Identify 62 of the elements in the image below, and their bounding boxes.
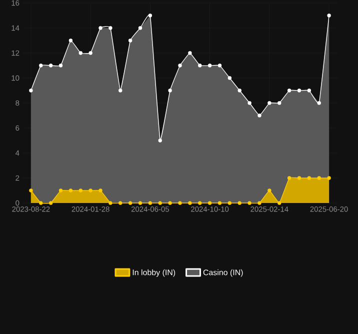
point [268,101,272,105]
point [88,51,92,55]
point [248,201,252,205]
point [128,201,132,205]
point [98,188,102,192]
point [198,64,202,68]
point [88,188,92,192]
point [208,64,212,68]
point [78,188,82,192]
point [297,176,302,180]
point [118,201,122,205]
point [218,201,222,205]
point [68,188,73,192]
point [258,201,262,205]
point [278,201,282,205]
point [188,201,192,205]
point [108,201,112,205]
point [138,26,142,30]
point [168,88,172,92]
point [58,188,63,192]
point [148,14,152,18]
point [168,201,172,205]
point [307,88,312,92]
point [68,38,73,42]
point [188,51,192,55]
point [287,88,292,92]
point [39,64,43,68]
point [258,114,262,118]
point [178,201,182,205]
point [78,51,82,55]
point [148,201,152,205]
point [58,64,63,68]
point [29,88,33,92]
point [98,26,102,30]
point [238,201,242,205]
point [228,76,232,80]
point [278,101,282,105]
point [327,176,331,180]
point [118,88,122,92]
point [218,64,222,68]
point [327,14,331,18]
point [317,101,321,105]
point [268,188,272,192]
point [287,176,292,180]
point [128,38,132,42]
point [39,201,43,205]
point [248,101,252,105]
point [297,88,302,92]
point [48,64,53,68]
point [178,64,182,68]
point [317,176,321,180]
point [29,188,33,192]
point [158,138,162,142]
point [48,201,53,205]
point [208,201,212,205]
point [198,201,202,205]
point [228,201,232,205]
point [158,201,162,205]
point [108,26,112,30]
point [138,201,142,205]
point [307,176,312,180]
point [238,88,242,92]
